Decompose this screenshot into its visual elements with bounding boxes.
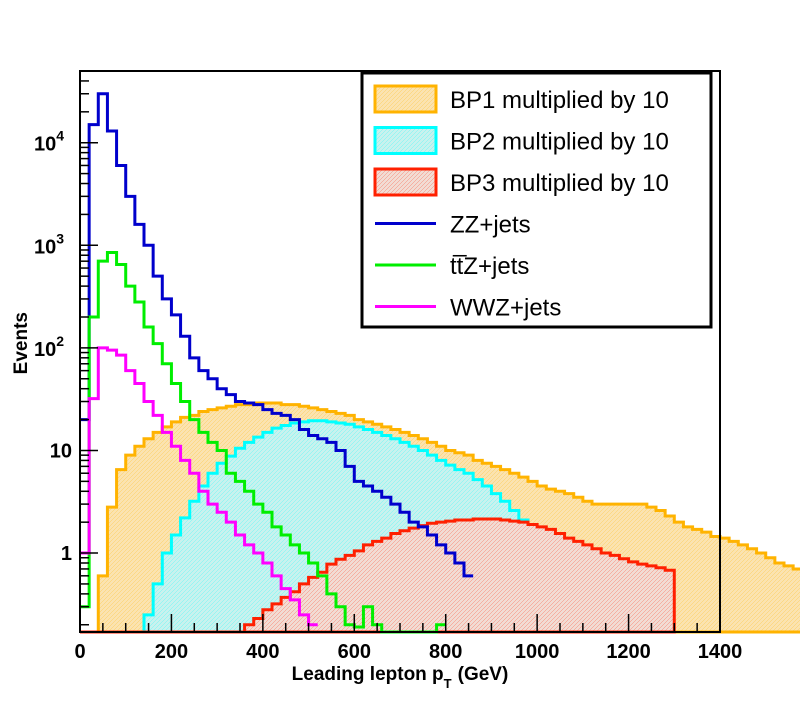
legend-entry-tt-z-jets: tt̅Z+jets xyxy=(375,253,529,280)
x-axis-title: Leading lepton pT (GeV) xyxy=(292,664,509,691)
y-axis-title: Events xyxy=(11,312,32,374)
histogram-wwz-jets xyxy=(80,346,318,627)
y-tick-label: 10 xyxy=(50,440,72,462)
x-tick-label: 1000 xyxy=(515,641,560,663)
legend-label: BP2 multiplied by 10 xyxy=(450,129,669,156)
legend-label: ZZ+jets xyxy=(450,212,531,239)
y-tick-label: 1 xyxy=(61,543,72,565)
x-tick-label: 0 xyxy=(74,641,85,663)
y-tick-labels: 1 10 102 103 104 xyxy=(34,128,72,565)
x-tick-label: 200 xyxy=(155,641,188,663)
legend-entry-bp2-multiplied-by-10: BP2 multiplied by 10 xyxy=(373,126,669,156)
legend-label: tt̅Z+jets xyxy=(450,253,529,280)
legend-entry-zz-jets: ZZ+jets xyxy=(375,212,531,239)
legend-swatch xyxy=(373,126,438,155)
legend-entry-wwz-jets: WWZ+jets xyxy=(375,295,561,322)
x-tick-label: 600 xyxy=(338,641,371,663)
x-tick-label: 1200 xyxy=(606,641,651,663)
y-tick-label: 102 xyxy=(34,333,64,361)
legend-label: BP1 multiplied by 10 xyxy=(450,87,669,114)
line-histograms xyxy=(80,92,474,634)
legend-box xyxy=(360,71,713,329)
filled-histograms xyxy=(80,401,800,634)
y-tick-label: 104 xyxy=(34,128,64,156)
x-tick-label: 400 xyxy=(246,641,279,663)
legend-entry-bp3-multiplied-by-10: BP3 multiplied by 10 xyxy=(373,167,669,197)
x-tick-label: 800 xyxy=(429,641,462,663)
legend-swatch xyxy=(373,84,438,114)
histogram-tt-z-jets xyxy=(80,251,446,634)
legend-entry-bp1-multiplied-by-10: BP1 multiplied by 10 xyxy=(373,84,669,114)
x-tick-label: 1400 xyxy=(698,641,743,663)
y-tick-label: 103 xyxy=(34,230,64,258)
histogram-bp3-multiplied-by-10 xyxy=(80,517,676,634)
legend-swatch xyxy=(373,167,438,197)
x-tick-labels: 0 200 400 600 800 1000 1200 1400 xyxy=(74,641,742,663)
axis-ticks xyxy=(79,70,721,632)
histogram-zz-jets xyxy=(80,92,474,578)
legend: BP1 multiplied by 10 BP2 multiplied by 10… xyxy=(360,71,713,329)
legend-label: WWZ+jets xyxy=(450,295,561,322)
legend-label: BP3 multiplied by 10 xyxy=(450,170,669,197)
